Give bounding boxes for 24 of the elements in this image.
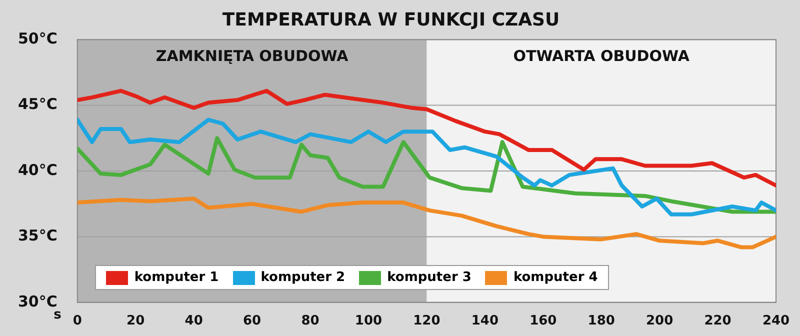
y-tick-label: 50°C: [18, 29, 58, 48]
legend-label: komputer 4: [513, 270, 598, 286]
x-tick-label: 80: [301, 314, 320, 329]
y-tick-label: 35°C: [18, 226, 58, 245]
x-tick-label: 60: [242, 314, 262, 329]
x-tick-label: 180: [588, 314, 615, 329]
x-tick-label: 200: [646, 314, 674, 329]
x-tick-label: 100: [354, 314, 382, 329]
x-tick-label: 140: [471, 314, 498, 329]
legend-label: komputer 1: [134, 270, 219, 286]
x-tick-label: 40: [184, 314, 203, 329]
x-tick-label: 220: [704, 314, 732, 329]
legend-label: komputer 3: [387, 270, 472, 286]
x-tick-label: 160: [530, 314, 557, 329]
y-tick-label: 45°C: [18, 95, 58, 114]
x-tick-label: 20: [126, 314, 145, 329]
legend-label: komputer 2: [260, 270, 346, 286]
x-tick-label: 0: [72, 314, 82, 329]
band-label: OTWARTA OBUDOWA: [513, 46, 690, 65]
chart-title: TEMPERATURA W FUNKCJI CZASU: [222, 9, 560, 30]
y-tick-label: 40°C: [18, 160, 58, 179]
band-label: ZAMKNIĘTA OBUDOWA: [156, 46, 349, 65]
x-tick-label: 240: [762, 314, 790, 329]
x-tick-label: 120: [413, 314, 440, 329]
